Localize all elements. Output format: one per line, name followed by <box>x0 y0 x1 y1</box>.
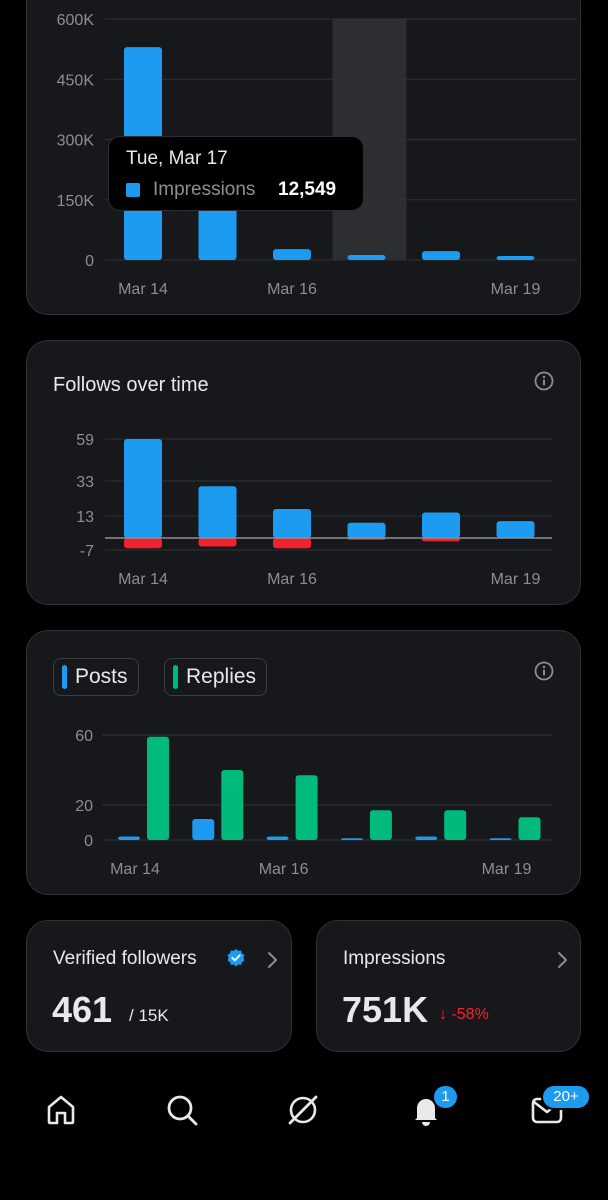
x-tick-label: Mar 19 <box>482 861 532 878</box>
y-tick-label: 600K <box>57 12 95 29</box>
follows-chart-card: Follows over time 59 33 13 -7 Mar 14 Mar 16 Ma… <box>26 340 581 605</box>
posts-bar <box>340 838 363 840</box>
follows-chart-title: Follows over time <box>53 374 209 396</box>
impressions-bar <box>273 249 311 260</box>
legend-posts-label: Posts <box>75 665 128 688</box>
follows-bar <box>198 486 237 538</box>
impressions-change: ↓ -58% <box>439 1006 489 1023</box>
impressions-label: Impressions <box>343 948 446 969</box>
legend-posts-toggle[interactable]: Posts <box>53 658 139 696</box>
posts-bar <box>415 836 438 840</box>
impressions-bar <box>422 251 460 260</box>
y-tick-label: 150K <box>57 193 95 210</box>
posts-bar <box>118 836 140 840</box>
posts-swatch <box>62 665 67 689</box>
y-tick-label: 13 <box>76 509 94 526</box>
impressions-stat-card[interactable]: Impressions 751K ↓ -58% <box>316 920 581 1052</box>
bottom-nav: 1 20+ <box>0 1070 608 1200</box>
y-tick-label: 59 <box>76 432 94 449</box>
y-tick-label: 0 <box>85 253 94 270</box>
chevron-right-icon <box>558 952 567 968</box>
y-tick-label: 20 <box>75 798 93 815</box>
x-tick-label: Mar 16 <box>267 281 317 298</box>
x-tick-label: Mar 16 <box>259 861 309 878</box>
tooltip-color-swatch <box>126 183 140 197</box>
replies-bar <box>369 810 392 840</box>
notifications-icon[interactable] <box>408 1092 444 1128</box>
impressions-chart-card: 600K 450K 300K 150K 0 Mar 14 Mar 16 Mar 19 Tue,… <box>26 0 581 315</box>
follows-bar <box>273 509 311 538</box>
grok-icon[interactable] <box>285 1092 321 1128</box>
verified-followers-total: / 15K <box>129 1006 169 1025</box>
follows-bar <box>496 521 535 538</box>
posts-replies-chart-card: Posts Replies 60 20 0 Mar 14 Mar 16 Mar 19 <box>26 630 581 895</box>
tooltip-value: 12,549 <box>278 179 337 200</box>
unfollows-bar <box>422 538 460 542</box>
follows-bar <box>422 512 460 538</box>
impressions-bar <box>496 255 535 260</box>
impressions-bar <box>347 254 386 260</box>
unfollows-bar <box>124 538 162 549</box>
y-tick-label: 450K <box>57 72 95 89</box>
replies-bar <box>518 817 541 840</box>
legend-replies-label: Replies <box>186 665 257 688</box>
unfollows-bar <box>198 538 237 547</box>
posts-bar <box>489 838 512 840</box>
impressions-value: 751K <box>342 989 429 1030</box>
verified-badge-icon <box>227 948 245 967</box>
verified-followers-label: Verified followers <box>53 948 197 969</box>
posts-bar <box>192 819 215 840</box>
y-tick-label: -7 <box>80 543 94 560</box>
tooltip-date: Tue, Mar 17 <box>126 148 228 169</box>
x-tick-label: Mar 14 <box>118 281 168 298</box>
info-icon[interactable] <box>534 661 554 681</box>
y-tick-label: 0 <box>84 833 93 850</box>
unfollows-bar <box>273 538 311 549</box>
follows-bar <box>347 522 386 538</box>
legend-replies-toggle[interactable]: Replies <box>164 658 268 696</box>
replies-bar <box>221 770 244 840</box>
messages-badge: 20+ <box>541 1084 591 1110</box>
follows-chart[interactable]: 59 33 13 -7 Mar 14 Mar 16 Mar 19 <box>27 341 582 606</box>
x-tick-label: Mar 14 <box>110 861 160 878</box>
notifications-badge: 1 <box>432 1084 459 1110</box>
search-icon[interactable] <box>164 1092 200 1128</box>
y-tick-label: 300K <box>57 133 95 150</box>
x-tick-label: Mar 16 <box>267 571 317 588</box>
posts-replies-chart[interactable]: 60 20 0 Mar 14 Mar 16 Mar 19 <box>27 631 582 896</box>
posts-bar <box>266 836 289 840</box>
chevron-right-icon <box>268 952 277 968</box>
x-tick-label: Mar 14 <box>118 571 168 588</box>
chart-tooltip: Tue, Mar 17 Impressions 12,549 <box>108 136 364 211</box>
follows-bar <box>124 439 162 538</box>
info-icon[interactable] <box>534 371 554 391</box>
replies-bar <box>295 775 318 840</box>
tooltip-label: Impressions <box>153 179 256 200</box>
replies-swatch <box>173 665 178 689</box>
y-tick-label: 60 <box>75 728 93 745</box>
y-tick-label: 33 <box>76 474 94 491</box>
x-tick-label: Mar 19 <box>491 281 541 298</box>
verified-followers-card[interactable]: Verified followers 461 / 15K <box>26 920 292 1052</box>
home-icon[interactable] <box>43 1092 79 1128</box>
replies-bar <box>147 736 169 840</box>
replies-bar <box>444 810 467 840</box>
verified-followers-value: 461 <box>52 989 113 1030</box>
x-tick-label: Mar 19 <box>491 571 541 588</box>
